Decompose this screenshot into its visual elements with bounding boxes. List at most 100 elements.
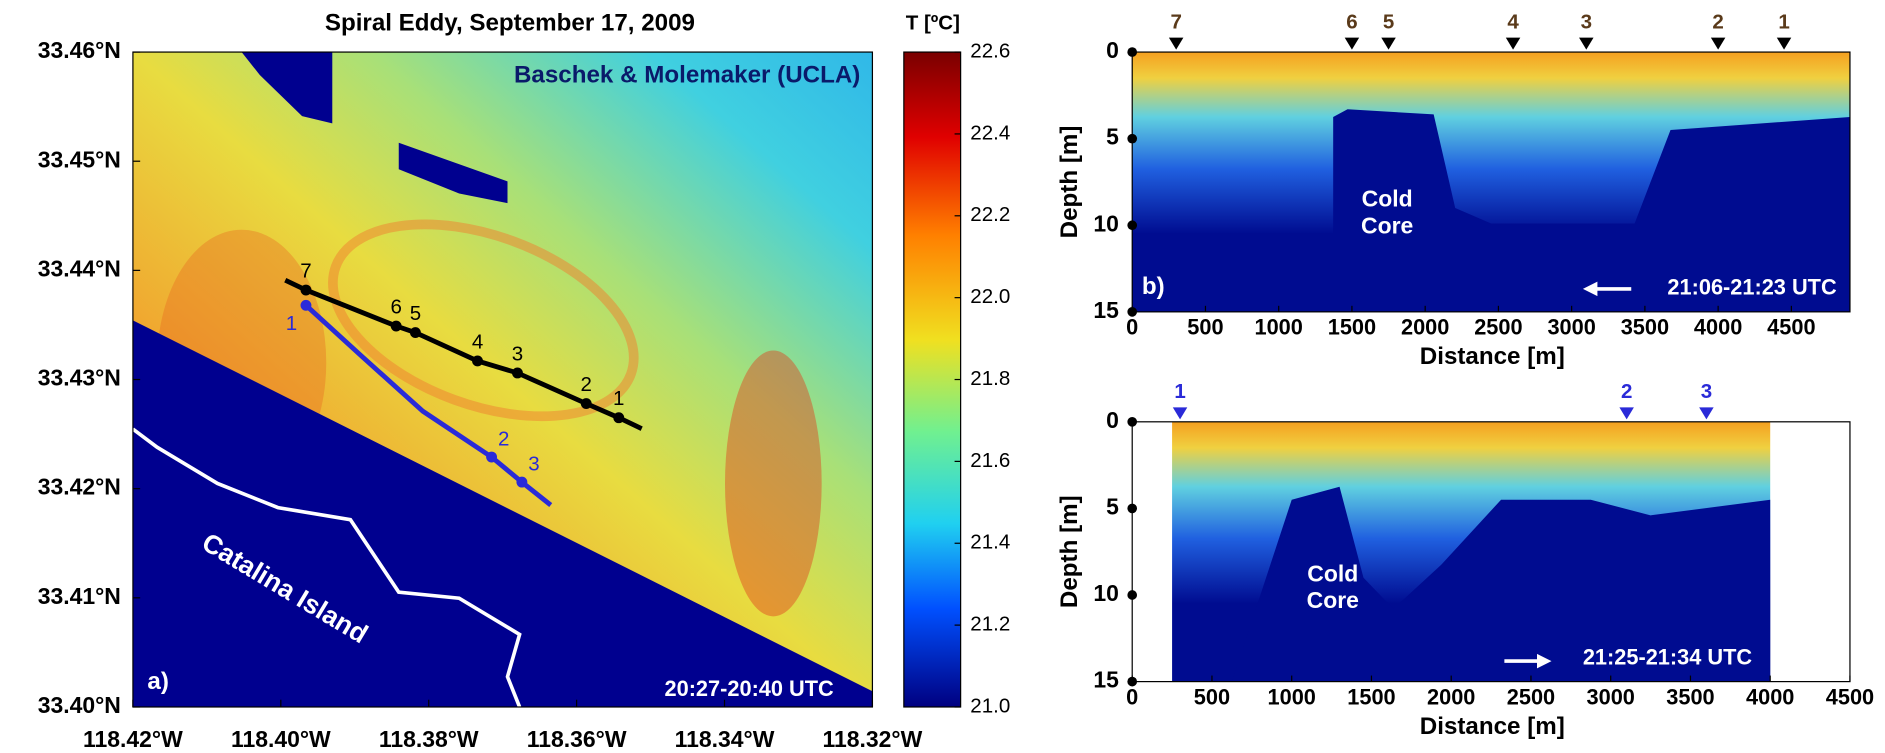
x-tick-label: 118.34°W	[675, 726, 775, 752]
station-marker	[1776, 37, 1792, 50]
station	[390, 320, 402, 332]
x-tick-label: 118.32°W	[823, 726, 923, 752]
x-tick-label: 500	[1187, 315, 1223, 340]
station-marker	[1168, 37, 1184, 50]
y-tick-label: 33.46°N	[38, 37, 121, 63]
x-tick-label: 500	[1194, 684, 1230, 709]
station-marker	[1619, 407, 1634, 420]
station	[409, 327, 421, 339]
station	[580, 398, 592, 409]
station-marker	[1699, 407, 1714, 420]
y-tick-label: 33.42°N	[38, 474, 121, 500]
station-label: 5	[410, 302, 421, 325]
colorbar-tick-label: 21.0	[970, 694, 1010, 717]
x-tick-label: 118.38°W	[379, 726, 479, 752]
station-label: 5	[1383, 10, 1394, 33]
panel-label: c)	[1142, 643, 1163, 670]
time-label: 20:27-20:40 UTC	[665, 676, 835, 701]
station-label: 2	[1712, 10, 1723, 33]
colorbar-tick-label: 21.4	[970, 531, 1010, 554]
x-tick-label: 1500	[1347, 684, 1395, 709]
station-label: 3	[528, 453, 539, 476]
station-marker	[1579, 37, 1594, 50]
time-label: 21:25-21:34 UTC	[1583, 644, 1753, 669]
y-tick	[1127, 676, 1138, 687]
station-label: 2	[581, 373, 592, 396]
station	[613, 412, 625, 424]
core-label: Cold	[1362, 186, 1413, 212]
station-label: 6	[1346, 10, 1357, 33]
y-tick-label: 33.43°N	[38, 365, 121, 391]
station-marker	[1505, 37, 1521, 50]
x-tick-label: 118.36°W	[527, 726, 627, 752]
chart-title: Spiral Eddy, September 17, 2009	[325, 10, 695, 37]
arrows	[1504, 281, 1632, 669]
colorbar-tick-label: 21.8	[970, 367, 1010, 390]
cold-core	[1231, 486, 1771, 682]
section-frame	[1131, 421, 1851, 683]
station-label: 3	[1701, 380, 1712, 403]
panel-label: a)	[147, 668, 168, 695]
colorbar-label: T [ºC]	[906, 12, 960, 35]
x-tick-label: 1000	[1254, 315, 1302, 340]
colorbar-tick-label: 21.6	[970, 449, 1010, 472]
x-tick-label: 2000	[1427, 684, 1475, 709]
station-label: 1	[1778, 10, 1789, 33]
y-tick	[1127, 307, 1138, 317]
station-marker	[1381, 37, 1396, 50]
y-tick-label: 33.40°N	[38, 692, 121, 718]
y-tick-label: 33.45°N	[38, 146, 121, 172]
panel-label: b)	[1142, 273, 1165, 300]
credit: Baschek & Molemaker (UCLA)	[514, 62, 860, 89]
x-axis-label: Distance [m]	[1420, 343, 1565, 370]
x-tick-label: 1000	[1268, 684, 1316, 709]
colorbar-tick-label: 22.2	[970, 203, 1010, 226]
x-tick-label: 118.42°W	[83, 726, 183, 752]
y-tick	[1127, 416, 1138, 427]
y-tick-label: 15	[1093, 297, 1119, 323]
x-tick-label: 0	[1126, 684, 1138, 709]
station-label: 1	[613, 387, 624, 410]
station-label: 4	[1507, 10, 1519, 33]
x-tick-label: 2500	[1507, 684, 1555, 709]
station-label: 7	[1170, 10, 1181, 33]
y-axis-label: Depth [m]	[1056, 495, 1083, 608]
station-label: 2	[1621, 380, 1632, 403]
x-tick-label: 2000	[1401, 315, 1449, 340]
y-tick-label: 5	[1106, 493, 1119, 519]
station-marker	[1172, 407, 1188, 420]
y-tick	[1127, 133, 1138, 144]
y-tick	[1127, 503, 1138, 514]
y-tick-label: 33.44°N	[38, 255, 121, 281]
station	[472, 355, 483, 367]
y-tick-label: 10	[1093, 580, 1119, 606]
station-label: 4	[472, 330, 483, 353]
y-tick-label: 0	[1106, 407, 1119, 433]
map-image	[132, 52, 873, 707]
x-axis-label: Distance [m]	[1420, 713, 1565, 740]
x-tick-label: 3000	[1587, 684, 1635, 709]
section-frame	[1131, 51, 1851, 313]
core-label: Cold	[1307, 560, 1358, 586]
x-tick-label: 0	[1126, 315, 1138, 340]
y-tick-label: 33.41°N	[38, 583, 121, 609]
x-tick-label: 118.40°W	[231, 726, 331, 752]
x-tick-label: 1500	[1328, 315, 1376, 340]
station-marker	[1710, 37, 1726, 50]
station-label: 3	[512, 342, 523, 365]
station	[486, 451, 498, 463]
station-marker	[1344, 37, 1360, 50]
y-tick	[1127, 47, 1138, 57]
y-tick-label: 10	[1093, 210, 1119, 236]
y-tick-label: 0	[1106, 37, 1119, 63]
station	[300, 284, 312, 296]
time-label: 21:06-21:23 UTC	[1667, 275, 1837, 300]
station-label: 6	[390, 295, 401, 318]
x-tick-label: 3500	[1621, 315, 1669, 340]
x-tick-label: 4500	[1826, 684, 1874, 709]
station	[512, 367, 523, 379]
x-tick-label: 4000	[1746, 684, 1794, 709]
station-label: 1	[1174, 380, 1185, 403]
core-label: Core	[1307, 587, 1359, 613]
